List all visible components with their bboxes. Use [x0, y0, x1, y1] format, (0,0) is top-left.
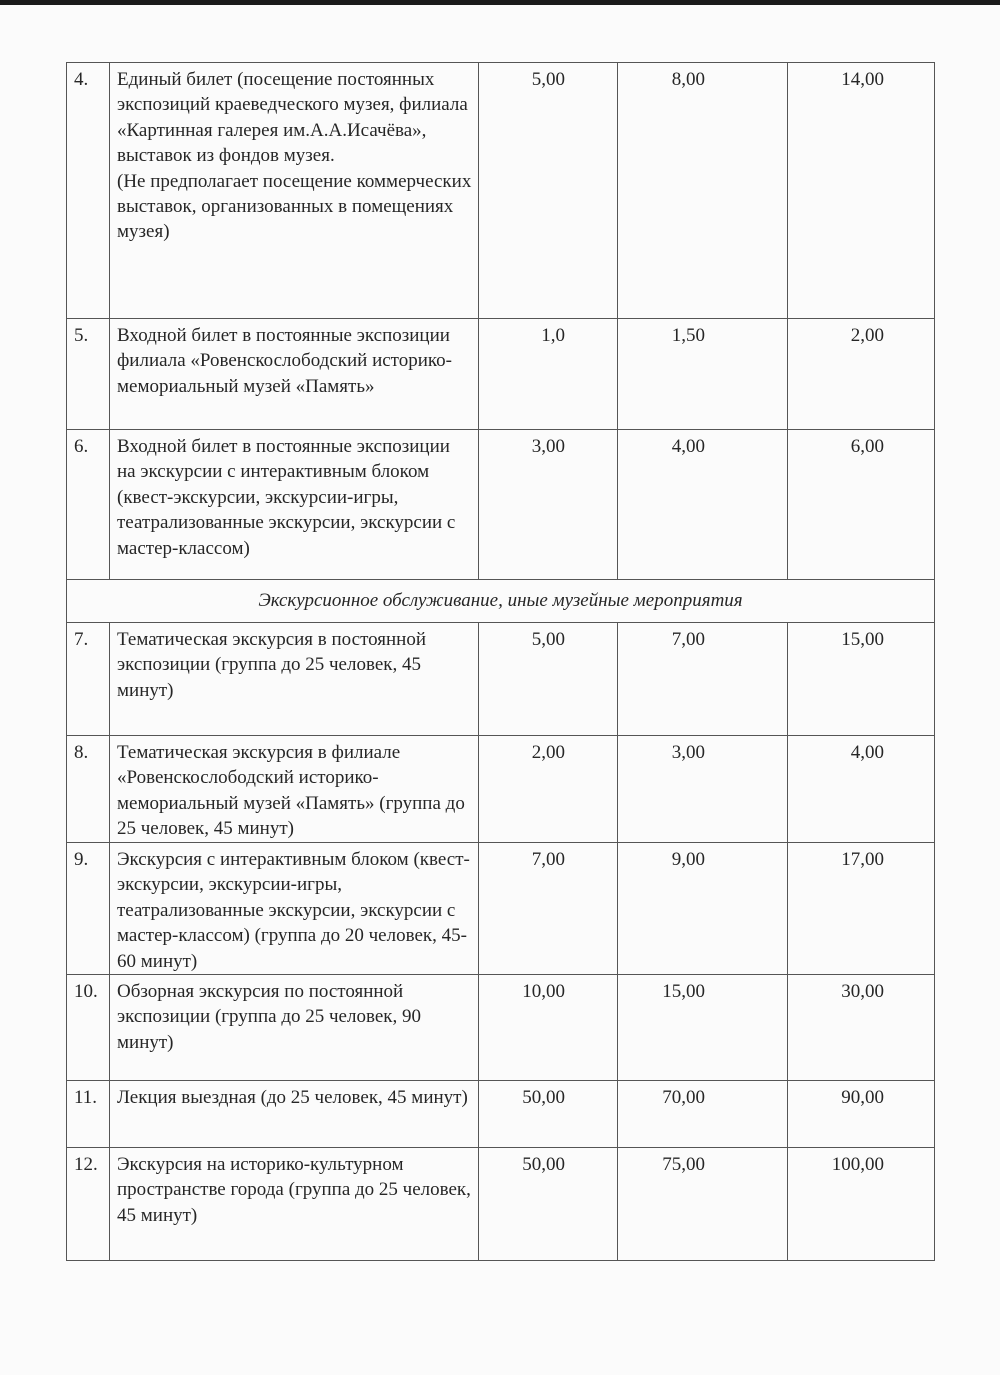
row-number: 11.: [66, 1080, 110, 1149]
price-col-3: 100,00: [787, 1147, 935, 1262]
price-table-body: 4. Единый билет (посещение постоянных экс…: [66, 62, 935, 1262]
price-col-2: 8,00: [617, 62, 788, 319]
price-col-2: 7,00: [617, 622, 788, 736]
price-col-1: 3,00: [478, 429, 618, 580]
row-number: 8.: [66, 735, 110, 843]
price-col-1: 5,00: [478, 62, 618, 319]
price-col-1: 5,00: [478, 622, 618, 736]
price-col-3: 17,00: [787, 841, 935, 976]
price-col-1: 2,00: [478, 735, 618, 843]
price-col-3: 30,00: [787, 974, 935, 1082]
service-description: Единый билет (посещение постоянных экспо…: [109, 62, 479, 319]
row-number: 4.: [66, 62, 110, 319]
price-col-3: 6,00: [787, 429, 935, 580]
row-number: 6.: [66, 429, 110, 580]
table-row: 4. Единый билет (посещение постоянных экс…: [66, 62, 935, 319]
table-row: 10. Обзорная экскурсия по постоянной эксп…: [66, 974, 935, 1082]
price-col-2: 15,00: [617, 974, 788, 1082]
row-number: 9.: [66, 841, 110, 976]
table-row: 6. Входной билет в постоянные экспозиции …: [66, 429, 935, 580]
price-col-2: 75,00: [617, 1147, 788, 1262]
price-col-2: 70,00: [617, 1080, 788, 1149]
price-col-3: 90,00: [787, 1080, 935, 1149]
price-col-3: 2,00: [787, 318, 935, 430]
price-col-1: 50,00: [478, 1080, 618, 1149]
row-number: 12.: [66, 1147, 110, 1262]
service-description: Входной билет в постоянные экспозиции на…: [109, 429, 479, 580]
table-row: 7. Тематическая экскурсия в постоянной эк…: [66, 622, 935, 736]
price-col-3: 4,00: [787, 735, 935, 843]
table-row: 9. Экскурсия с интерактивным блоком (квес…: [66, 841, 935, 976]
price-col-1: 7,00: [478, 841, 618, 976]
service-description: Входной билет в постоянные экспозиции фи…: [109, 318, 479, 430]
service-description: Экскурсия с интерактивным блоком (квест-…: [109, 841, 479, 976]
price-col-3: 14,00: [787, 62, 935, 319]
section-header-row: Экскурсионное обслуживание, иные музейны…: [66, 579, 935, 623]
section-title: Экскурсионное обслуживание, иные музейны…: [66, 579, 935, 623]
price-table: 4. Единый билет (посещение постоянных экс…: [66, 62, 935, 1262]
price-col-1: 1,0: [478, 318, 618, 430]
table-row: 11. Лекция выездная (до 25 человек, 45 ми…: [66, 1080, 935, 1149]
service-description: Обзорная экскурсия по постоянной экспози…: [109, 974, 479, 1082]
price-col-2: 3,00: [617, 735, 788, 843]
table-row: 5. Входной билет в постоянные экспозиции …: [66, 318, 935, 430]
price-col-1: 10,00: [478, 974, 618, 1082]
price-col-2: 1,50: [617, 318, 788, 430]
service-description: Лекция выездная (до 25 человек, 45 минут…: [109, 1080, 479, 1149]
table-row: 12. Экскурсия на историко-культурном прос…: [66, 1147, 935, 1262]
price-col-2: 9,00: [617, 841, 788, 976]
price-col-3: 15,00: [787, 622, 935, 736]
row-number: 5.: [66, 318, 110, 430]
row-number: 10.: [66, 974, 110, 1082]
row-number: 7.: [66, 622, 110, 736]
service-description: Тематическая экскурсия в филиале «Ровенс…: [109, 735, 479, 843]
table-row: 8. Тематическая экскурсия в филиале «Рове…: [66, 735, 935, 843]
price-col-2: 4,00: [617, 429, 788, 580]
price-col-1: 50,00: [478, 1147, 618, 1262]
service-description: Экскурсия на историко-культурном простра…: [109, 1147, 479, 1262]
scan-top-edge: [0, 0, 1000, 5]
service-description: Тематическая экскурсия в постоянной эксп…: [109, 622, 479, 736]
